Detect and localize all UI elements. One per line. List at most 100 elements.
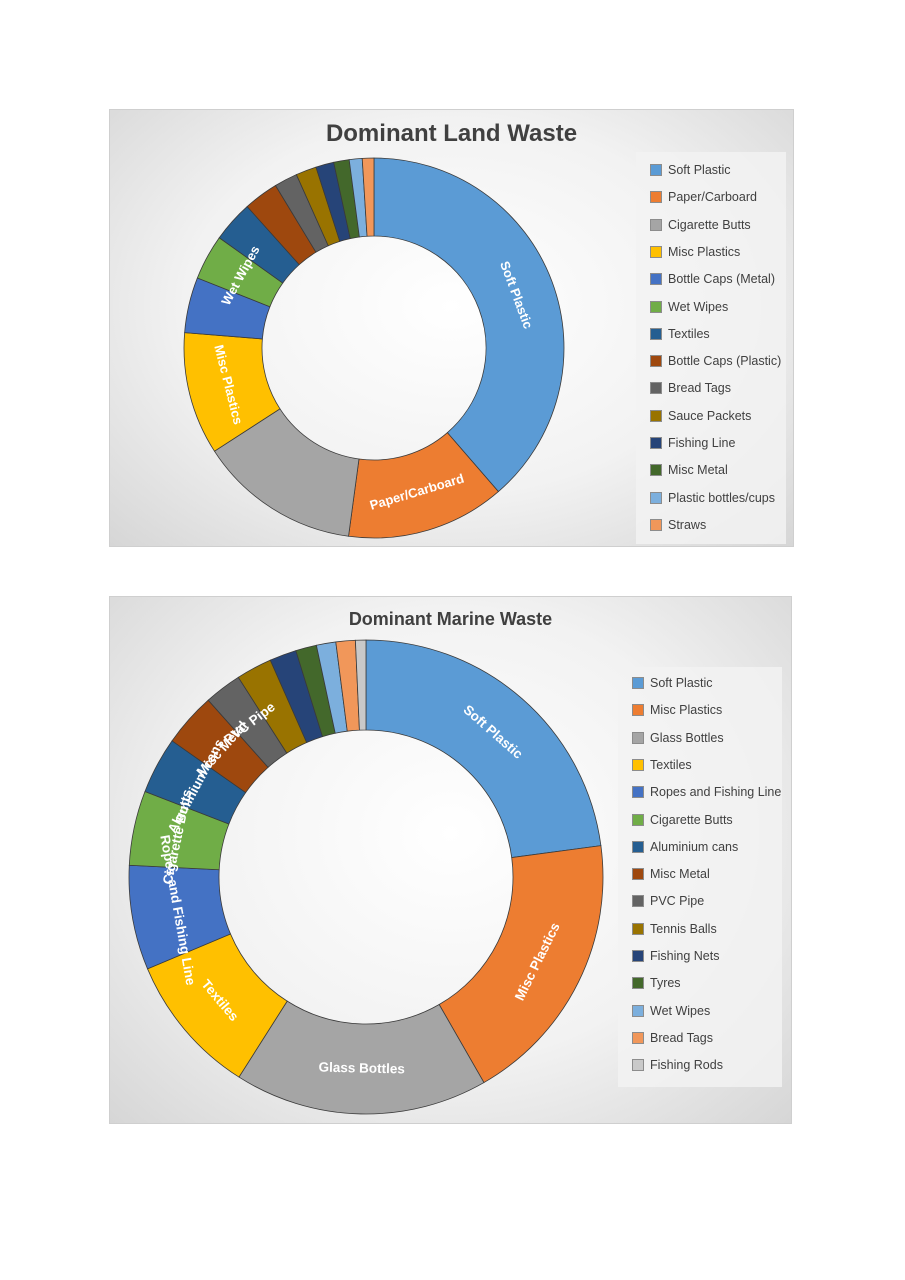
legend-label: Fishing Rods	[650, 1058, 723, 1073]
legend-item-plastic-bottles-cups: Plastic bottles/cups	[650, 490, 775, 506]
legend-swatch	[650, 409, 662, 422]
legend-item-pvc-pipe: PVC Pipe	[632, 893, 704, 909]
slice-soft-plastic	[373, 157, 565, 493]
legend-swatch	[650, 382, 662, 395]
legend-label: Tennis Balls	[650, 921, 717, 936]
legend-label: Bread Tags	[650, 1030, 714, 1045]
legend-swatch	[650, 245, 662, 258]
legend-label: Bottle Caps (Plastic)	[668, 354, 782, 369]
legend-label: Cigarette Butts	[668, 217, 751, 232]
legend-item-straws: Straws	[650, 517, 706, 533]
legend-label: Misc Metal	[668, 463, 728, 478]
legend-label: Soft Plastic	[668, 163, 731, 177]
legend-label: Tyres	[650, 976, 681, 991]
legend-item-fishing-nets: Fishing Nets	[632, 948, 719, 964]
legend-swatch	[632, 840, 644, 853]
legend-item-wet-wipes: Wet Wipes	[650, 299, 728, 315]
legend-item-aluminium-cans: Aluminium cans	[632, 839, 738, 855]
legend-swatch	[650, 218, 662, 231]
legend-item-soft-plastic: Soft Plastic	[632, 675, 713, 691]
legend-item-misc-metal: Misc Metal	[632, 866, 710, 882]
slice-label-glass-bottles: Glass Bottles	[318, 1060, 405, 1077]
legend-swatch	[650, 437, 662, 449]
legend-swatch	[632, 895, 644, 908]
legend-label: Aluminium cans	[650, 839, 739, 854]
legend: Soft Plastic Paper/Carboard Cigarette Butt…	[636, 152, 786, 544]
legend: Soft Plastic Misc Plastics Glass Bottles Te…	[618, 667, 782, 1087]
legend-item-ropes-and-fishing-line: Ropes and Fishing Line	[632, 784, 781, 800]
legend-label: Plastic bottles/cups	[668, 490, 775, 505]
legend-item-glass-bottles: Glass Bottles	[632, 730, 724, 746]
legend-swatch	[632, 758, 644, 771]
legend-label: PVC Pipe	[650, 894, 705, 909]
legend-item-soft-plastic: Soft Plastic	[650, 162, 731, 178]
legend-swatch	[632, 704, 644, 717]
legend-label: Glass Bottles	[650, 730, 724, 745]
legend-label: Bottle Caps (Metal)	[668, 272, 775, 287]
slice-fishing-rods	[354, 639, 367, 731]
legend-label: Textiles	[650, 757, 692, 772]
legend-swatch	[650, 518, 662, 531]
legend-swatch	[632, 813, 644, 826]
legend-label: Paper/Carboard	[668, 190, 757, 205]
legend-swatch	[632, 677, 644, 689]
legend-label: Fishing Nets	[650, 949, 720, 963]
legend-swatch	[632, 977, 644, 990]
legend-label: Misc Metal	[650, 867, 710, 882]
legend-label: Soft Plastic	[650, 676, 713, 690]
legend-swatch	[632, 868, 644, 881]
legend-label: Bread Tags	[668, 381, 732, 396]
legend-swatch	[632, 1059, 644, 1072]
legend-item-fishing-rods: Fishing Rods	[632, 1057, 723, 1073]
legend-label: Textiles	[668, 326, 710, 341]
legend-item-tennis-balls: Tennis Balls	[632, 921, 717, 937]
legend-item-tyres: Tyres	[632, 975, 681, 991]
legend-label: Straws	[668, 517, 707, 532]
legend-label: Fishing Line	[668, 436, 736, 450]
legend-item-misc-plastics: Misc Plastics	[650, 244, 740, 260]
legend-item-bread-tags: Bread Tags	[650, 380, 731, 396]
legend-swatch	[650, 273, 662, 286]
legend-swatch	[650, 327, 662, 340]
legend-label: Cigarette Butts	[650, 812, 733, 827]
slice-glass-bottles	[238, 1000, 485, 1115]
legend-swatch	[632, 786, 644, 799]
legend-swatch	[650, 491, 662, 504]
chart-title: Dominant Marine Waste	[348, 609, 553, 629]
legend-item-bottle-caps-plastic: Bottle Caps (Plastic)	[650, 353, 781, 369]
legend-swatch	[650, 191, 662, 204]
legend-swatch	[632, 1004, 644, 1017]
legend-item-cigarette-butts: Cigarette Butts	[632, 812, 733, 828]
legend-item-sauce-packets: Sauce Packets	[650, 408, 751, 424]
legend-swatch	[632, 731, 644, 744]
legend-label: Misc Plastics	[668, 244, 741, 259]
legend-label: Wet Wipes	[668, 299, 729, 314]
chart-title: Dominant Land Waste	[325, 120, 578, 147]
legend-item-textiles: Textiles	[650, 326, 710, 342]
legend-item-misc-plastics: Misc Plastics	[632, 702, 722, 718]
legend-item-paper-carboard: Paper/Carboard	[650, 189, 757, 205]
legend-item-fishing-line: Fishing Line	[650, 435, 735, 451]
legend-item-bread-tags: Bread Tags	[632, 1030, 713, 1046]
legend-swatch	[632, 1031, 644, 1044]
legend-swatch	[650, 300, 662, 313]
legend-swatch	[650, 355, 662, 368]
legend-item-textiles: Textiles	[632, 757, 692, 773]
legend-swatch	[650, 464, 662, 477]
legend-item-bottle-caps-metal: Bottle Caps (Metal)	[650, 271, 775, 287]
legend-label: Misc Plastics	[650, 703, 723, 718]
slice-straws	[361, 157, 375, 237]
legend-item-misc-metal: Misc Metal	[650, 462, 728, 478]
legend-item-cigarette-butts: Cigarette Butts	[650, 217, 751, 233]
legend-label: Ropes and Fishing Line	[650, 785, 782, 800]
legend-label: Wet Wipes	[650, 1003, 711, 1018]
slice-soft-plastic	[365, 639, 602, 859]
legend-swatch	[632, 950, 644, 962]
land-waste-chart: Dominant Land Waste Soft Plastic Paper/Ca…	[109, 109, 794, 547]
legend-item-wet-wipes: Wet Wipes	[632, 1003, 710, 1019]
legend-swatch	[632, 922, 644, 935]
legend-swatch	[650, 164, 662, 176]
legend-label: Sauce Packets	[668, 408, 752, 423]
